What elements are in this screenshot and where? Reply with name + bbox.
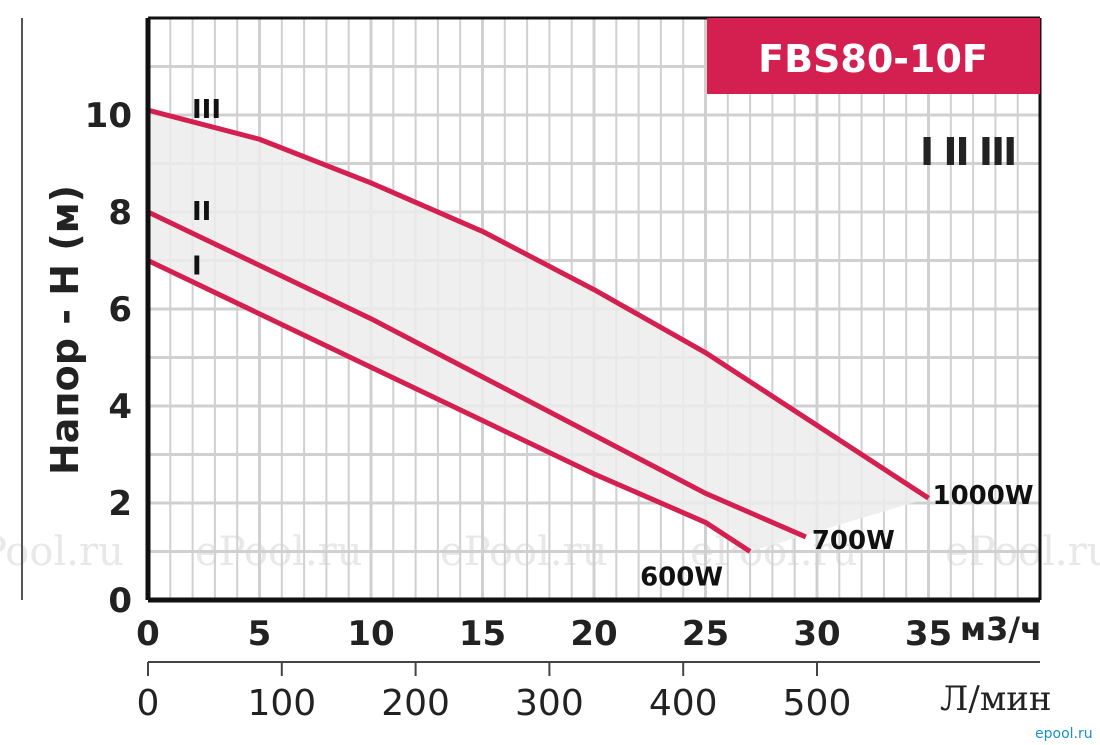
x-tick-label-primary: 5: [248, 614, 272, 654]
x-tick-label-secondary: 400: [649, 683, 718, 724]
y-tick-label: 0: [108, 581, 132, 621]
curve-speed-label: I: [192, 252, 202, 282]
x-tick-label-primary: 20: [570, 614, 617, 654]
x-tick-label-primary: 10: [347, 614, 394, 654]
x-tick-label-secondary: 200: [381, 683, 450, 724]
curve-power-label: 700W: [812, 526, 895, 556]
x-tick-label-primary: 35: [905, 614, 952, 654]
curve-I: [146, 258, 752, 554]
x-tick-label-secondary: 300: [515, 683, 584, 724]
operating-area-fill: [148, 110, 929, 552]
x-unit-primary: м3/ч: [960, 610, 1042, 648]
y-tick-label: 10: [85, 96, 132, 136]
curve-power-label: 1000W: [933, 481, 1034, 511]
title-box: [707, 18, 1040, 94]
x-tick-label-primary: 30: [793, 614, 840, 654]
x-tick-label-primary: 0: [136, 614, 160, 654]
y-axis-label: Напор - H (м): [43, 185, 87, 475]
y-tick-label: 4: [108, 387, 132, 427]
x-tick-label-secondary: 500: [783, 683, 852, 724]
y-tick-label: 6: [108, 290, 132, 330]
curve-II: [146, 209, 807, 540]
curve-power-label: 600W: [640, 563, 723, 593]
x-unit-secondary: Л/мин: [940, 679, 1052, 719]
x-tick-label-secondary: 0: [137, 683, 160, 724]
speed-legend-marks: I II III: [920, 130, 1015, 174]
chart-title: FBS80-10F: [758, 37, 988, 81]
curve-III: [147, 107, 930, 501]
curve-speed-label: II: [192, 197, 211, 227]
watermark-text: Pool.ru: [0, 529, 124, 575]
x-tick-label-secondary: 100: [247, 683, 316, 724]
x-tick-label-primary: 15: [459, 614, 506, 654]
y-tick-label: 2: [108, 484, 132, 524]
y-tick-label: 8: [108, 193, 132, 233]
curve-speed-label: III: [192, 95, 221, 125]
x-tick-label-primary: 25: [682, 614, 729, 654]
footer-watermark: epool.ru: [1035, 726, 1093, 742]
curves: I 600W II 700W III 1000W: [146, 95, 1034, 593]
